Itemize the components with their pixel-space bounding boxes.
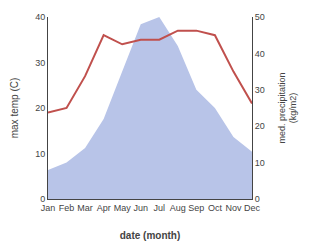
svg-text:10: 10 (255, 158, 265, 168)
svg-text:med. precipitation(kg/m2): med. precipitation(kg/m2) (277, 72, 299, 143)
svg-text:Oct: Oct (208, 203, 223, 213)
svg-text:date (month): date (month) (120, 230, 181, 241)
svg-text:Nov: Nov (225, 203, 242, 213)
svg-text:20: 20 (35, 103, 45, 113)
svg-text:Jul: Jul (154, 203, 166, 213)
svg-text:max temp (C): max temp (C) (9, 78, 20, 139)
svg-text:May: May (114, 203, 132, 213)
svg-text:0: 0 (255, 194, 260, 204)
svg-text:40: 40 (35, 12, 45, 22)
svg-text:10: 10 (35, 149, 45, 159)
svg-text:0: 0 (40, 194, 45, 204)
svg-text:30: 30 (35, 58, 45, 68)
svg-text:Dec: Dec (244, 203, 261, 213)
svg-text:Apr: Apr (97, 203, 111, 213)
svg-text:40: 40 (255, 49, 265, 59)
svg-text:30: 30 (255, 85, 265, 95)
svg-text:Jun: Jun (133, 203, 148, 213)
svg-text:20: 20 (255, 121, 265, 131)
svg-text:Jan: Jan (41, 203, 56, 213)
svg-text:Aug: Aug (170, 203, 186, 213)
svg-text:Feb: Feb (59, 203, 75, 213)
svg-text:Sep: Sep (188, 203, 204, 213)
svg-text:50: 50 (255, 12, 265, 22)
svg-text:Mar: Mar (77, 203, 93, 213)
